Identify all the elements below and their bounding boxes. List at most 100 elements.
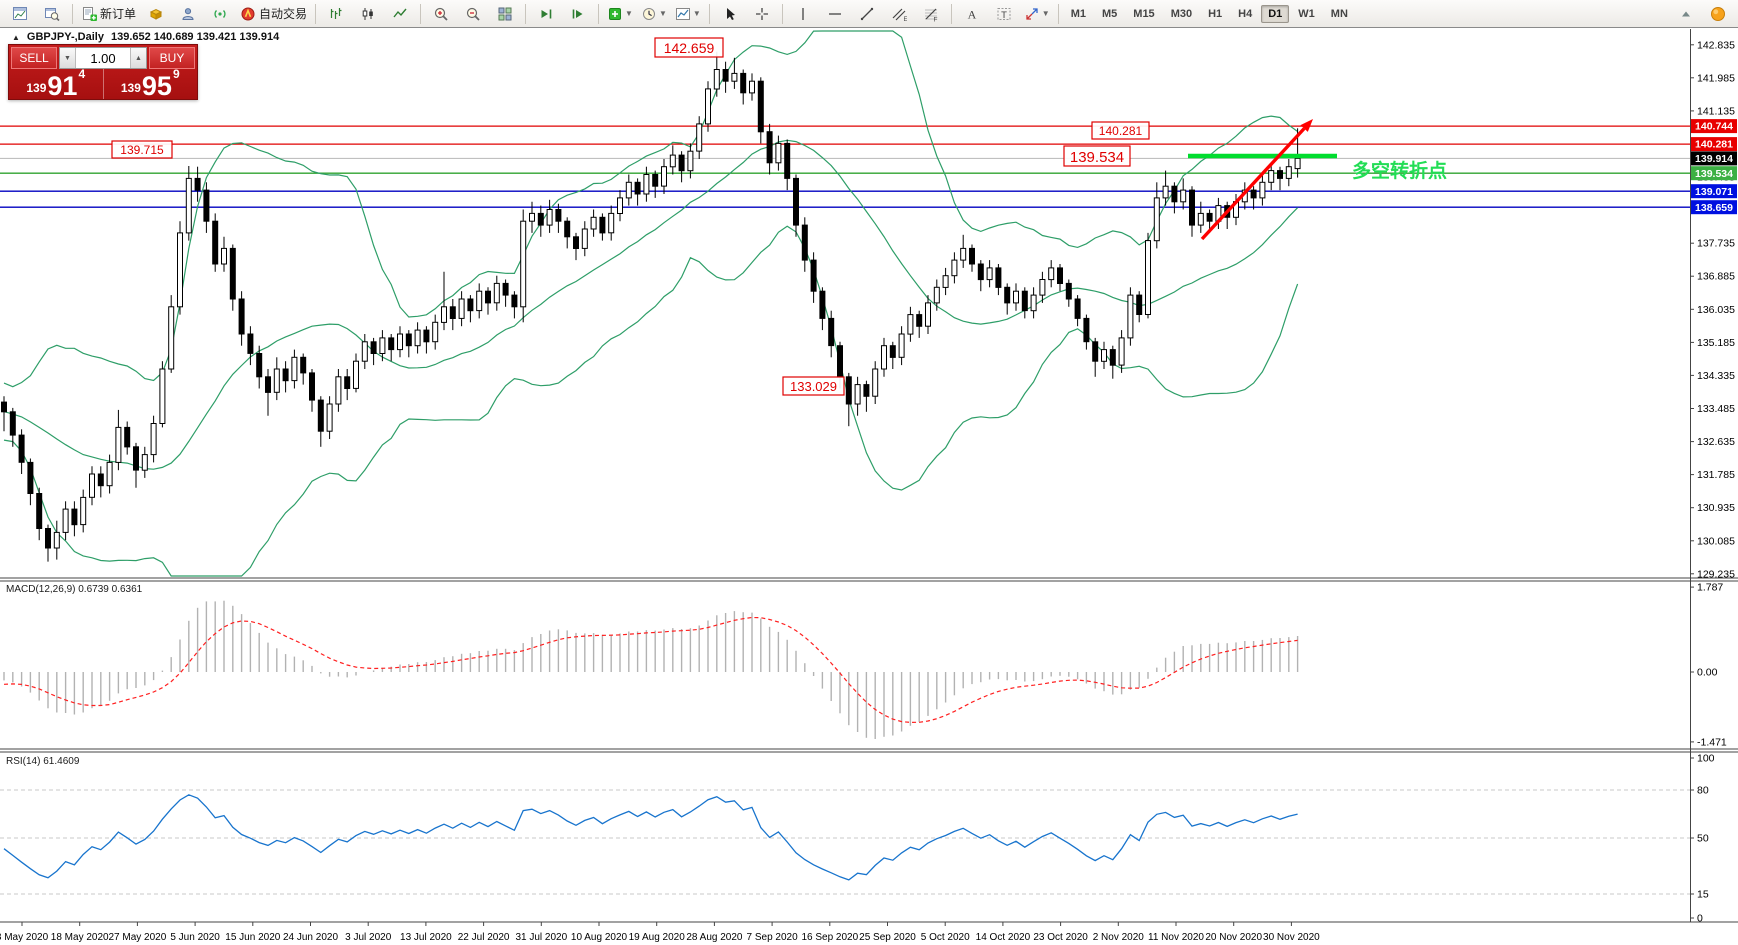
zoom-in-button[interactable] [425, 2, 457, 26]
horizontal-line-button[interactable] [819, 2, 851, 26]
svg-text:132.635: 132.635 [1697, 436, 1735, 448]
svg-text:139.914: 139.914 [1695, 153, 1733, 165]
price-badge: 139.914 [1691, 151, 1737, 166]
community-button[interactable] [1702, 2, 1734, 26]
history-center-button[interactable] [140, 2, 172, 26]
trendline-button[interactable] [851, 2, 883, 26]
svg-text:80: 80 [1697, 785, 1709, 797]
svg-text:130.085: 130.085 [1697, 535, 1735, 547]
channel-button[interactable]: E [883, 2, 915, 26]
data-window-button[interactable] [36, 2, 68, 26]
fibonacci-button[interactable]: F [915, 2, 947, 26]
sell-price[interactable]: 139 91 4 [9, 67, 104, 100]
volume-value[interactable]: 1.00 [90, 50, 116, 66]
svg-text:135.185: 135.185 [1697, 337, 1735, 349]
timeframe-d1-button[interactable]: D1 [1261, 4, 1290, 23]
timeframe-h4-button[interactable]: H4 [1238, 7, 1253, 20]
text-button[interactable]: A [956, 2, 988, 26]
cursor-button[interactable] [714, 2, 746, 26]
zoom-out-icon [466, 7, 480, 21]
svg-text:100: 100 [1697, 753, 1715, 765]
new-order-button[interactable]: 新订单 [77, 2, 140, 26]
volume-decrease-button[interactable]: ▼ [60, 48, 76, 68]
chart-shift-button[interactable] [562, 2, 594, 26]
chevron-down-icon[interactable]: ▼ [658, 9, 667, 18]
vertical-line-button[interactable] [787, 2, 819, 26]
svg-text:-1.471: -1.471 [1697, 736, 1727, 748]
autotrade-button[interactable]: 自动交易 [236, 2, 311, 26]
sell-button[interactable]: SELL [11, 47, 57, 69]
metaeditor-button[interactable] [172, 2, 204, 26]
signals-button[interactable] [204, 2, 236, 26]
chart-title: ▲ GBPJPY-,Daily 139.652 140.689 139.421 … [12, 31, 279, 43]
svg-text:141.985: 141.985 [1697, 72, 1735, 84]
timeframe-w1-button[interactable]: W1 [1298, 7, 1315, 20]
data-window-icon [45, 7, 60, 21]
svg-text:18 May 2020: 18 May 2020 [51, 932, 109, 943]
collapse-panel-icon[interactable]: ▲ [12, 32, 20, 42]
price-axis: 129.235 130.085 130.935 131.785 132.635 133.4… [1690, 39, 1737, 580]
templates-button[interactable]: ▼ [671, 2, 705, 26]
price-label-box: 139.534 [1063, 145, 1131, 167]
scroll-up-icon [1682, 11, 1690, 16]
price-badge: 139.534 [1691, 166, 1737, 181]
svg-text:0.00: 0.00 [1697, 667, 1718, 679]
svg-text:19 Aug 2020: 19 Aug 2020 [629, 932, 686, 943]
annotations-layer[interactable]: 142.659 139.715 140.281 139.534 133.029 多空转折点 [111, 37, 1447, 396]
price-badge: 139.071 [1691, 184, 1737, 199]
candlestick-button[interactable] [352, 2, 384, 26]
community-icon [1711, 6, 1725, 21]
svg-text:22 Jul 2020: 22 Jul 2020 [458, 932, 510, 943]
chart-window-button[interactable] [4, 2, 36, 26]
tile-windows-button[interactable] [489, 2, 521, 26]
indicators-button[interactable]: ▼ [603, 2, 637, 26]
svg-text:142.835: 142.835 [1697, 39, 1735, 51]
chevron-down-icon[interactable]: ▼ [1041, 9, 1050, 18]
timeframe-mn-button[interactable]: MN [1330, 7, 1348, 20]
periods-button[interactable]: ▼ [637, 2, 671, 26]
hline-objects[interactable] [0, 125, 1690, 208]
date-axis: 8 May 2020 18 May 2020 27 May 2020 5 Jun 20… [0, 922, 1320, 943]
label-button[interactable]: T [988, 2, 1020, 26]
timeframe-h1-button[interactable]: H1 [1208, 7, 1223, 20]
macd-panel: 1.787 0.00 -1.471 [3, 582, 1727, 748]
svg-text:13 Jul 2020: 13 Jul 2020 [400, 932, 452, 943]
svg-text:2 Nov 2020: 2 Nov 2020 [1093, 932, 1145, 943]
volume-increase-button[interactable]: ▲ [130, 48, 146, 68]
bar-chart-icon [330, 7, 342, 19]
periods-icon [642, 7, 655, 20]
auto-scroll-button[interactable] [530, 2, 562, 26]
svg-text:16 Sep 2020: 16 Sep 2020 [801, 932, 858, 943]
timeframe-m1-button[interactable]: M1 [1070, 7, 1086, 20]
scroll-up-button[interactable] [1670, 2, 1702, 26]
chevron-down-icon[interactable]: ▼ [625, 9, 633, 18]
zoom-out-button[interactable] [457, 2, 489, 26]
svg-text:140.744: 140.744 [1695, 121, 1733, 133]
bar-chart-button[interactable] [320, 2, 352, 26]
svg-text:15: 15 [1697, 889, 1709, 901]
svg-text:1.787: 1.787 [1697, 582, 1723, 594]
svg-text:27 May 2020: 27 May 2020 [108, 932, 166, 943]
chart-window-icon [13, 6, 27, 20]
svg-text:3 Jul 2020: 3 Jul 2020 [345, 932, 392, 943]
timeframe-m30-button[interactable]: M30 [1170, 7, 1193, 20]
crosshair-button[interactable] [746, 2, 778, 26]
buy-price[interactable]: 139 95 9 [104, 67, 198, 100]
svg-text:142.659: 142.659 [664, 40, 715, 56]
history-center-icon [149, 8, 163, 20]
trend-arrow [1200, 119, 1313, 241]
svg-text:31 Jul 2020: 31 Jul 2020 [515, 932, 567, 943]
line-chart-button[interactable] [384, 2, 416, 26]
svg-text:139.071: 139.071 [1695, 186, 1733, 198]
arrows-button[interactable]: ▼ [1020, 2, 1054, 26]
chevron-down-icon[interactable]: ▼ [692, 9, 701, 18]
svg-text:137.735: 137.735 [1697, 238, 1735, 250]
svg-text:10 Aug 2020: 10 Aug 2020 [571, 932, 628, 943]
timeframe-m15-button[interactable]: M15 [1133, 7, 1155, 20]
timeframe-m5-button[interactable]: M5 [1102, 7, 1118, 20]
chart-shift-icon [572, 9, 583, 18]
buy-button[interactable]: BUY [149, 47, 195, 69]
rsi-label: RSI(14) 61.4609 [6, 756, 80, 767]
ohlc-values: 139.652 140.689 139.421 139.914 [110, 31, 280, 43]
